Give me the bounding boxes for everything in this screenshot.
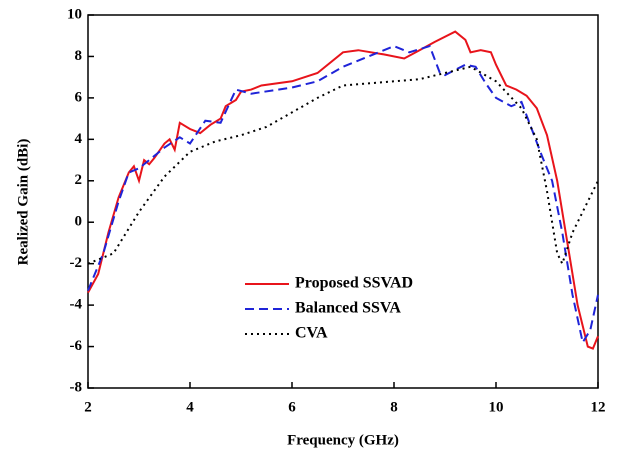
x-tick-label: 4 [186, 399, 194, 415]
x-tick-label: 12 [591, 399, 606, 415]
x-tick-label: 10 [489, 399, 504, 415]
y-tick-label: -4 [70, 297, 83, 313]
x-axis-label: Frequency (GHz) [287, 432, 399, 448]
y-tick-label: -8 [70, 379, 83, 395]
series-line [87, 44, 599, 346]
legend-label: CVA [295, 325, 328, 342]
y-tick-label: 0 [75, 214, 83, 230]
y-tick-label: 8 [75, 48, 83, 64]
legend-label: Proposed SSVAD [295, 275, 413, 292]
series-line [87, 65, 599, 267]
y-tick-label: 4 [75, 131, 83, 147]
legend-label: Balanced SSVA [295, 300, 401, 317]
y-tick-label: -2 [70, 255, 83, 271]
x-tick-label: 8 [390, 399, 398, 415]
y-axis-label: Realized Gain (dBi) [15, 139, 31, 266]
y-tick-label: 2 [75, 172, 83, 188]
plot-frame [87, 14, 599, 389]
series-line [87, 30, 599, 350]
x-tick-label: 2 [84, 399, 92, 415]
x-tick-label: 6 [288, 399, 296, 415]
y-tick-label: -6 [70, 338, 83, 354]
y-tick-label: 6 [75, 89, 83, 105]
y-tick-label: 10 [67, 6, 82, 22]
